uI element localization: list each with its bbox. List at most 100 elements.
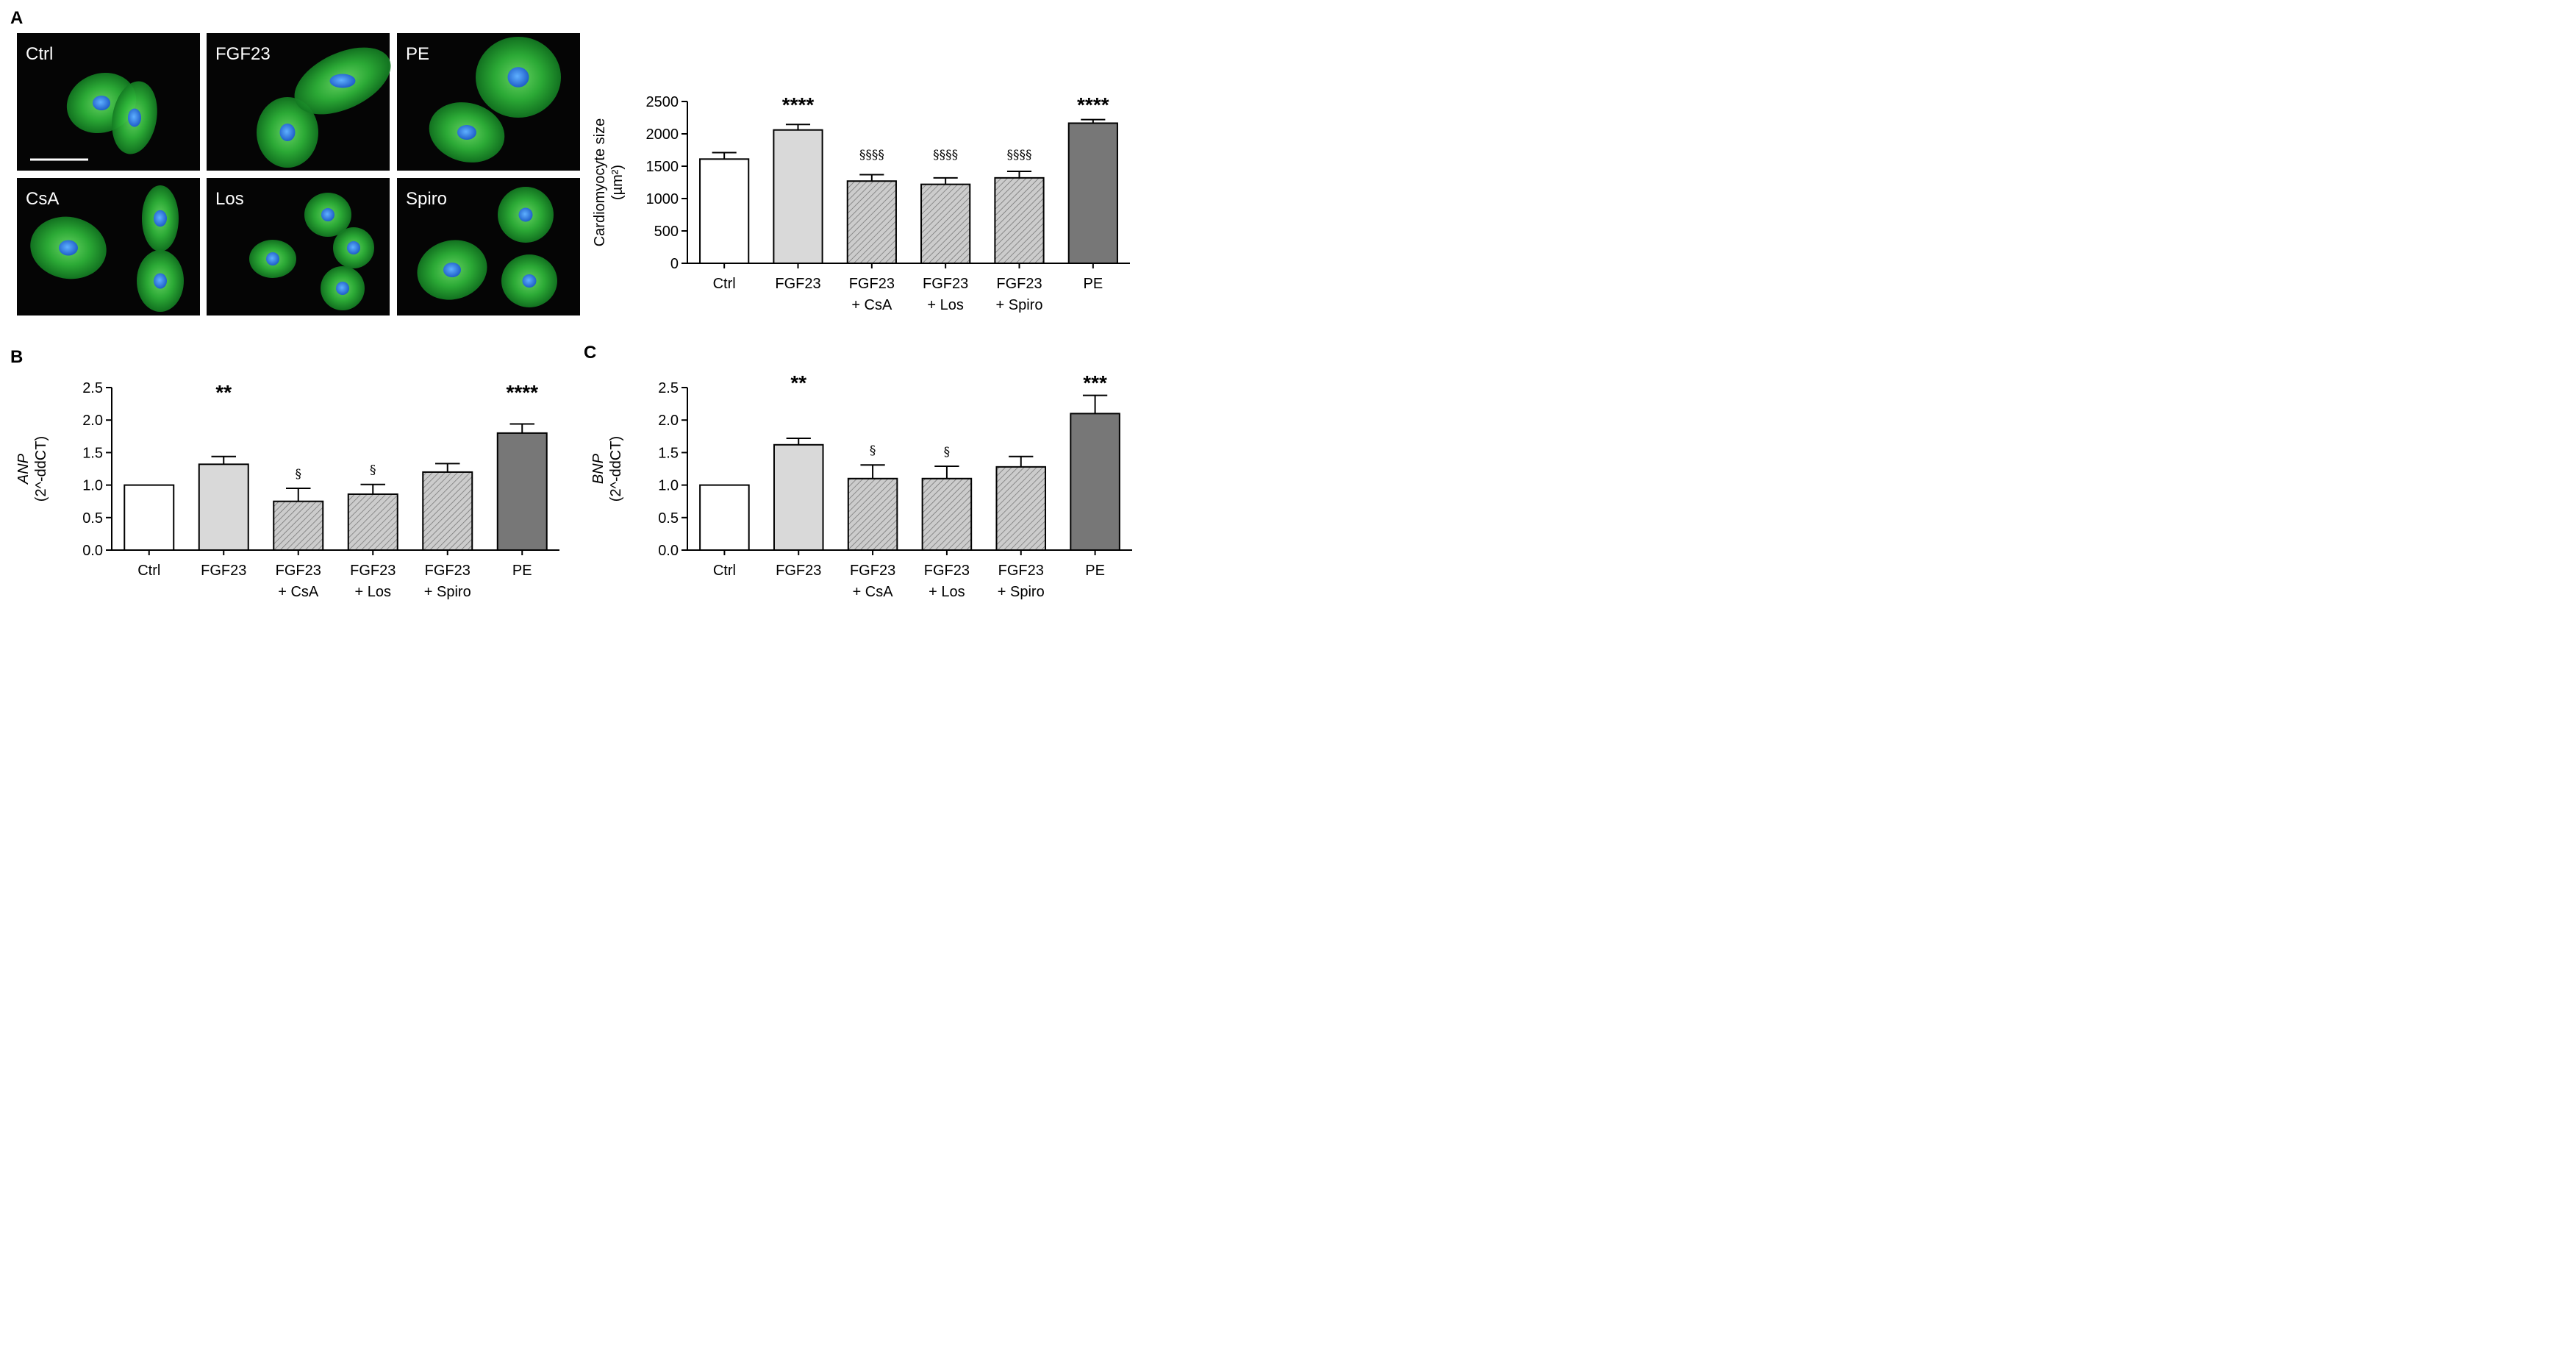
chart-a-cardiomyocyte-size: 0 500 1000 1500 2000 2500 Cardiomyocyte size (µ… <box>592 93 1130 313</box>
x-tick-label: + Los <box>927 297 963 313</box>
significance-marker: ** <box>790 371 806 394</box>
micrograph-tile-5: Los <box>207 178 390 315</box>
y-axis-title-line-1: BNP <box>590 453 607 484</box>
micrograph-label: FGF23 <box>215 44 271 64</box>
bar-4 <box>994 177 1045 264</box>
cell-nucleus <box>507 67 529 88</box>
y-tick-label: 0.5 <box>82 510 103 527</box>
micrograph-tile-3: PE <box>397 33 580 171</box>
bar-0 <box>699 158 750 264</box>
x-tick-label: PE <box>1083 276 1103 292</box>
y-tick-label: 2000 <box>646 126 679 143</box>
bar-2 <box>846 180 897 265</box>
y-tick-label: 500 <box>654 224 679 240</box>
y-tick-label: 0.0 <box>82 543 103 559</box>
x-tick-label: PE <box>1085 563 1105 579</box>
cell-nucleus <box>93 96 110 110</box>
bar-1 <box>198 463 249 552</box>
cell-nucleus <box>154 273 167 289</box>
x-tick-label: + CsA <box>853 584 894 600</box>
x-tick-label: Ctrl <box>137 563 160 579</box>
cell-nucleus <box>329 74 356 88</box>
significance-marker: §§§§ <box>1007 148 1032 163</box>
micrograph-label: Los <box>215 189 244 209</box>
cell-nucleus <box>266 252 279 265</box>
x-tick-label: + CsA <box>851 297 892 313</box>
x-tick-label: FGF23 <box>425 563 471 579</box>
cell-nucleus <box>154 210 167 227</box>
y-axis-title-line-2: (2^-ddCT) <box>33 436 49 502</box>
cell-nucleus <box>321 208 334 221</box>
x-tick-label: FGF23 <box>850 563 895 579</box>
y-axis-title-line-1: ANP <box>15 453 32 485</box>
x-tick-label: + Los <box>355 584 391 600</box>
bar-1 <box>773 443 824 551</box>
y-tick-label: 2.5 <box>658 380 679 396</box>
panel-letter-b: B <box>10 347 23 367</box>
x-tick-label: Ctrl <box>713 563 736 579</box>
bar-3 <box>921 477 973 552</box>
y-tick-label: 1500 <box>646 159 679 175</box>
x-tick-label: FGF23 <box>350 563 396 579</box>
micrograph-tile-6: Spiro <box>397 178 580 315</box>
x-tick-label: FGF23 <box>849 276 895 292</box>
significance-marker: ** <box>215 381 232 404</box>
cell-nucleus <box>443 263 461 277</box>
x-tick-label: FGF23 <box>998 563 1044 579</box>
bar-5 <box>496 432 548 551</box>
bar-3 <box>920 183 971 264</box>
micrograph-tile-2: FGF23 <box>207 33 391 171</box>
bar-0 <box>124 484 175 551</box>
y-tick-label: 2.0 <box>658 413 679 429</box>
cell-nucleus <box>336 282 349 295</box>
x-tick-label: + Spiro <box>996 297 1043 313</box>
bar-1 <box>773 129 823 264</box>
micrograph-tile-4: CsA <box>17 178 200 315</box>
bar-0 <box>699 484 750 551</box>
y-axis-title-line-2: (µm²) <box>609 165 626 200</box>
bar-4 <box>995 466 1047 552</box>
cell-nucleus <box>457 125 476 140</box>
x-tick-label: FGF23 <box>776 563 821 579</box>
cell-nucleus <box>518 207 533 222</box>
micrograph-label: PE <box>406 44 429 64</box>
y-tick-label: 1.5 <box>658 445 679 461</box>
bar-2 <box>847 477 898 552</box>
cell-nucleus <box>347 241 360 254</box>
micrograph-label: Ctrl <box>26 44 53 64</box>
x-tick-label: FGF23 <box>924 563 970 579</box>
figure: A B C Ctrl FGF23 PE CsA Los Spiro 0 500 1000 150… <box>10 8 1132 600</box>
x-tick-label: Ctrl <box>713 276 736 292</box>
y-tick-label: 2.5 <box>82 380 103 396</box>
x-tick-label: FGF23 <box>996 276 1042 292</box>
significance-marker: **** <box>506 381 538 404</box>
chart-c-bnp: 0.0 0.5 1.0 1.5 2.0 2.5 BNP (2^-ddCT) Ctrl FGF23 *… <box>590 371 1132 600</box>
micrograph-label: Spiro <box>406 189 447 209</box>
significance-marker: § <box>370 463 376 478</box>
micrograph-label: CsA <box>26 189 59 209</box>
bar-2 <box>273 500 324 552</box>
cell-nucleus <box>59 240 78 256</box>
y-tick-label: 0 <box>670 256 679 272</box>
panel-letter-c: C <box>584 343 596 363</box>
y-tick-label: 1.0 <box>82 478 103 494</box>
y-tick-label: 1.5 <box>82 445 103 461</box>
y-axis-title-line-1: Cardiomyocyte size <box>592 118 608 247</box>
y-tick-label: 1.0 <box>658 478 679 494</box>
y-tick-label: 0.5 <box>658 510 679 527</box>
x-tick-label: + Spiro <box>998 584 1045 600</box>
micrograph-tile-1: Ctrl <box>17 33 200 171</box>
bar-4 <box>422 471 473 551</box>
significance-marker: § <box>944 445 951 460</box>
significance-marker: § <box>870 443 876 458</box>
cell-nucleus <box>279 124 296 141</box>
significance-marker: *** <box>1083 371 1107 394</box>
cell-nucleus <box>128 108 141 127</box>
bar-3 <box>347 493 398 552</box>
significance-marker: §§§§ <box>933 148 958 163</box>
x-tick-label: PE <box>512 563 532 579</box>
x-tick-label: FGF23 <box>923 276 968 292</box>
significance-marker: **** <box>782 93 815 116</box>
significance-marker: § <box>296 467 302 482</box>
cell-nucleus <box>522 274 537 288</box>
